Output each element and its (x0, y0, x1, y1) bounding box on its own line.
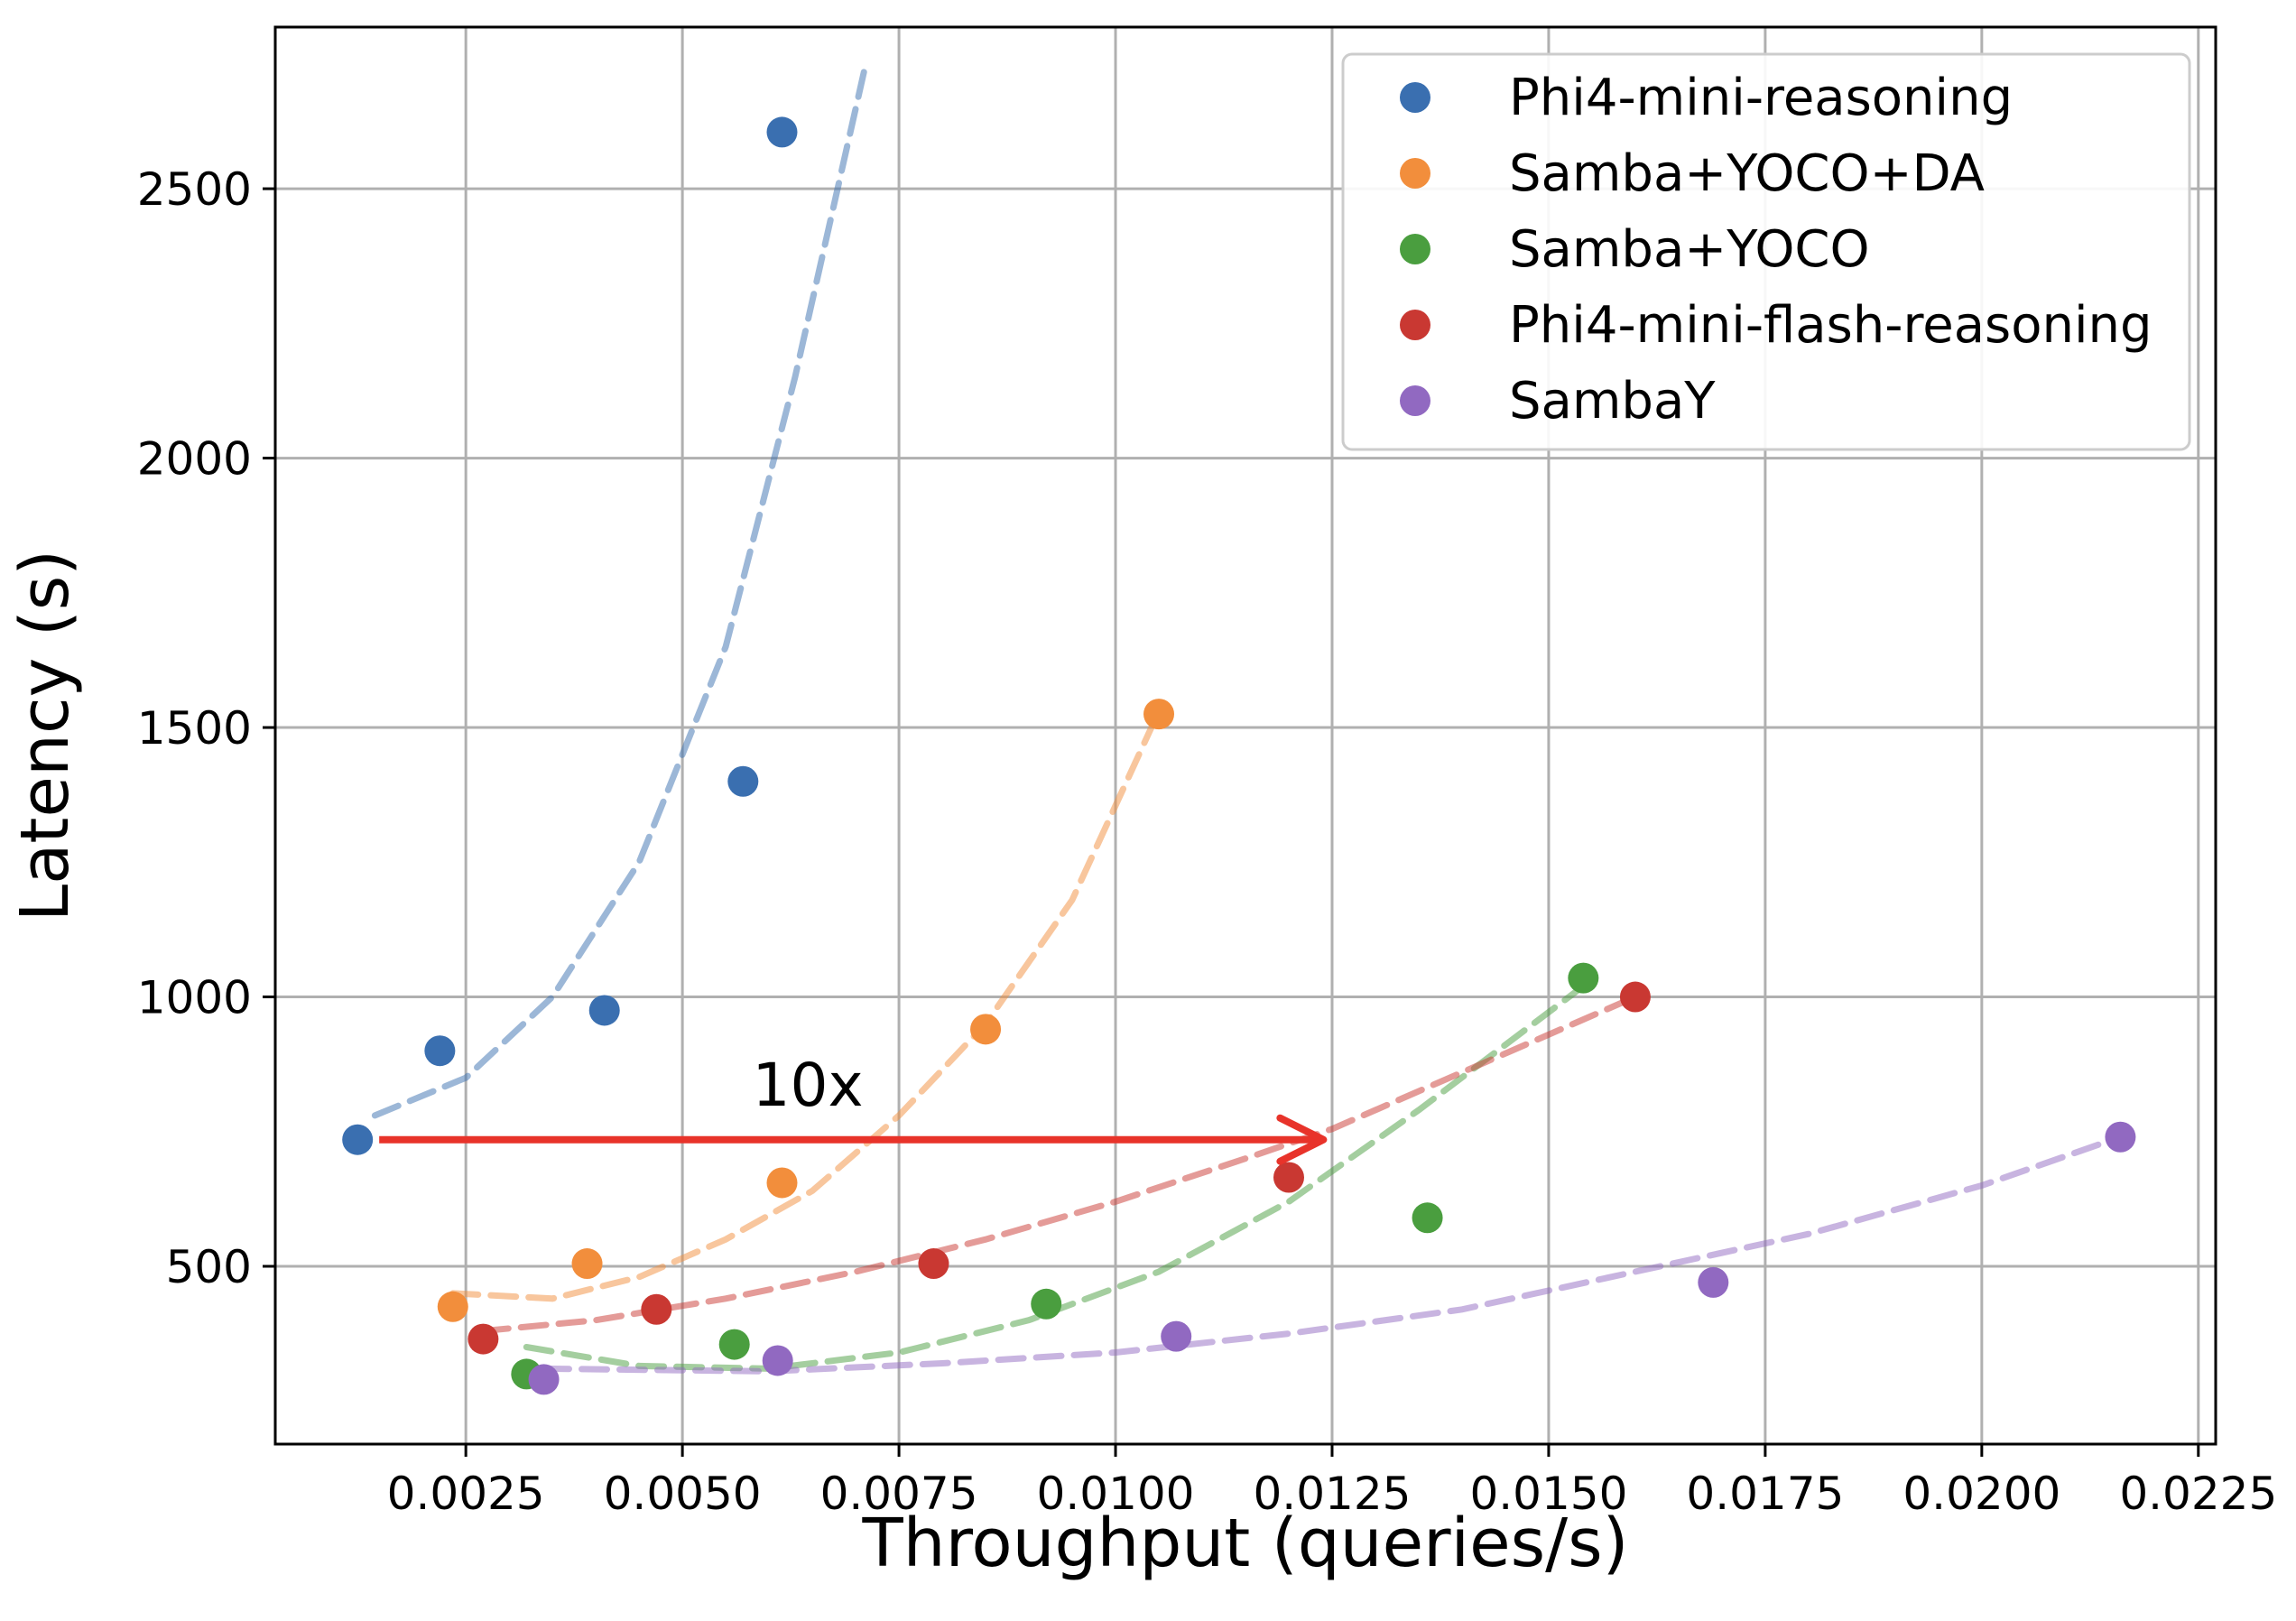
data-point (918, 1248, 949, 1280)
data-point (437, 1291, 468, 1322)
legend-label: Phi4-mini-flash-reasoning (1509, 296, 2152, 355)
y-tick-label: 2000 (137, 433, 252, 486)
x-tick-label: 0.0150 (1469, 1468, 1627, 1520)
data-point (641, 1293, 672, 1325)
data-point (1143, 699, 1175, 730)
trend-line (449, 708, 1162, 1302)
legend-marker (1400, 82, 1430, 113)
speedup-annotation: 10x (379, 1051, 1328, 1165)
trend-line (523, 983, 1587, 1372)
legend-label: Samba+YOCO+DA (1509, 144, 1985, 203)
data-points (342, 116, 2136, 1395)
data-point (424, 1035, 456, 1067)
x-axis-ticks: 0.0025 0.0050 0.0075 0.0100 0.0125 0.0150 0.01… (387, 1444, 2277, 1520)
data-point (727, 765, 759, 797)
x-axis-label: Throughput (queries/s) (861, 1505, 1628, 1582)
data-point (1568, 962, 1599, 994)
data-point (2105, 1121, 2136, 1153)
data-point (1412, 1202, 1443, 1234)
data-point (1698, 1266, 1729, 1298)
data-point (1161, 1320, 1192, 1352)
trend-line (541, 1134, 2124, 1375)
data-point (1619, 981, 1651, 1013)
data-point (342, 1124, 374, 1155)
x-tick-label: 0.0025 (387, 1468, 545, 1520)
legend-label: Phi4-mini-reasoning (1509, 69, 2013, 127)
x-tick-label: 0.0200 (1903, 1468, 2060, 1520)
data-point (1273, 1162, 1304, 1193)
data-point (468, 1323, 499, 1355)
data-point (528, 1364, 560, 1395)
legend-marker (1400, 385, 1430, 416)
data-point (571, 1248, 603, 1280)
y-axis-label: Latency (s) (6, 550, 84, 922)
trend-lines (371, 67, 2124, 1375)
y-tick-label: 2500 (137, 163, 252, 216)
trend-line (371, 67, 868, 1119)
data-point (970, 1014, 1002, 1045)
plot-frame (273, 25, 2217, 1446)
legend: Phi4-mini-reasoning Samba+YOCO+DA Samba+YO… (1341, 52, 2191, 451)
legend-marker (1400, 158, 1430, 189)
x-tick-label: 0.0125 (1254, 1468, 1412, 1520)
data-point (766, 116, 798, 148)
legend-label: Samba+YOCO (1509, 220, 1870, 279)
data-point (766, 1167, 798, 1199)
data-point (1031, 1288, 1062, 1320)
data-point (718, 1329, 750, 1360)
x-tick-label: 0.0100 (1037, 1468, 1195, 1520)
y-tick-label: 500 (166, 1241, 252, 1293)
speedup-arrow-head (1276, 1114, 1328, 1165)
legend-marker (1400, 234, 1430, 264)
x-tick-label: 0.0175 (1686, 1468, 1844, 1520)
x-tick-label: 0.0050 (604, 1468, 762, 1520)
legend-marker (1400, 310, 1430, 340)
data-point (588, 995, 620, 1026)
x-tick-label: 0.0225 (2119, 1468, 2277, 1520)
x-tick-label: 0.0075 (820, 1468, 978, 1520)
speedup-label: 10x (752, 1051, 863, 1120)
y-tick-label: 1000 (137, 972, 252, 1024)
y-axis-ticks: 500 1000 1500 2000 2500 (137, 163, 275, 1293)
legend-box (1341, 52, 2191, 451)
y-tick-label: 1500 (137, 702, 252, 755)
legend-label: SambaY (1509, 372, 1716, 431)
data-point (762, 1345, 793, 1376)
